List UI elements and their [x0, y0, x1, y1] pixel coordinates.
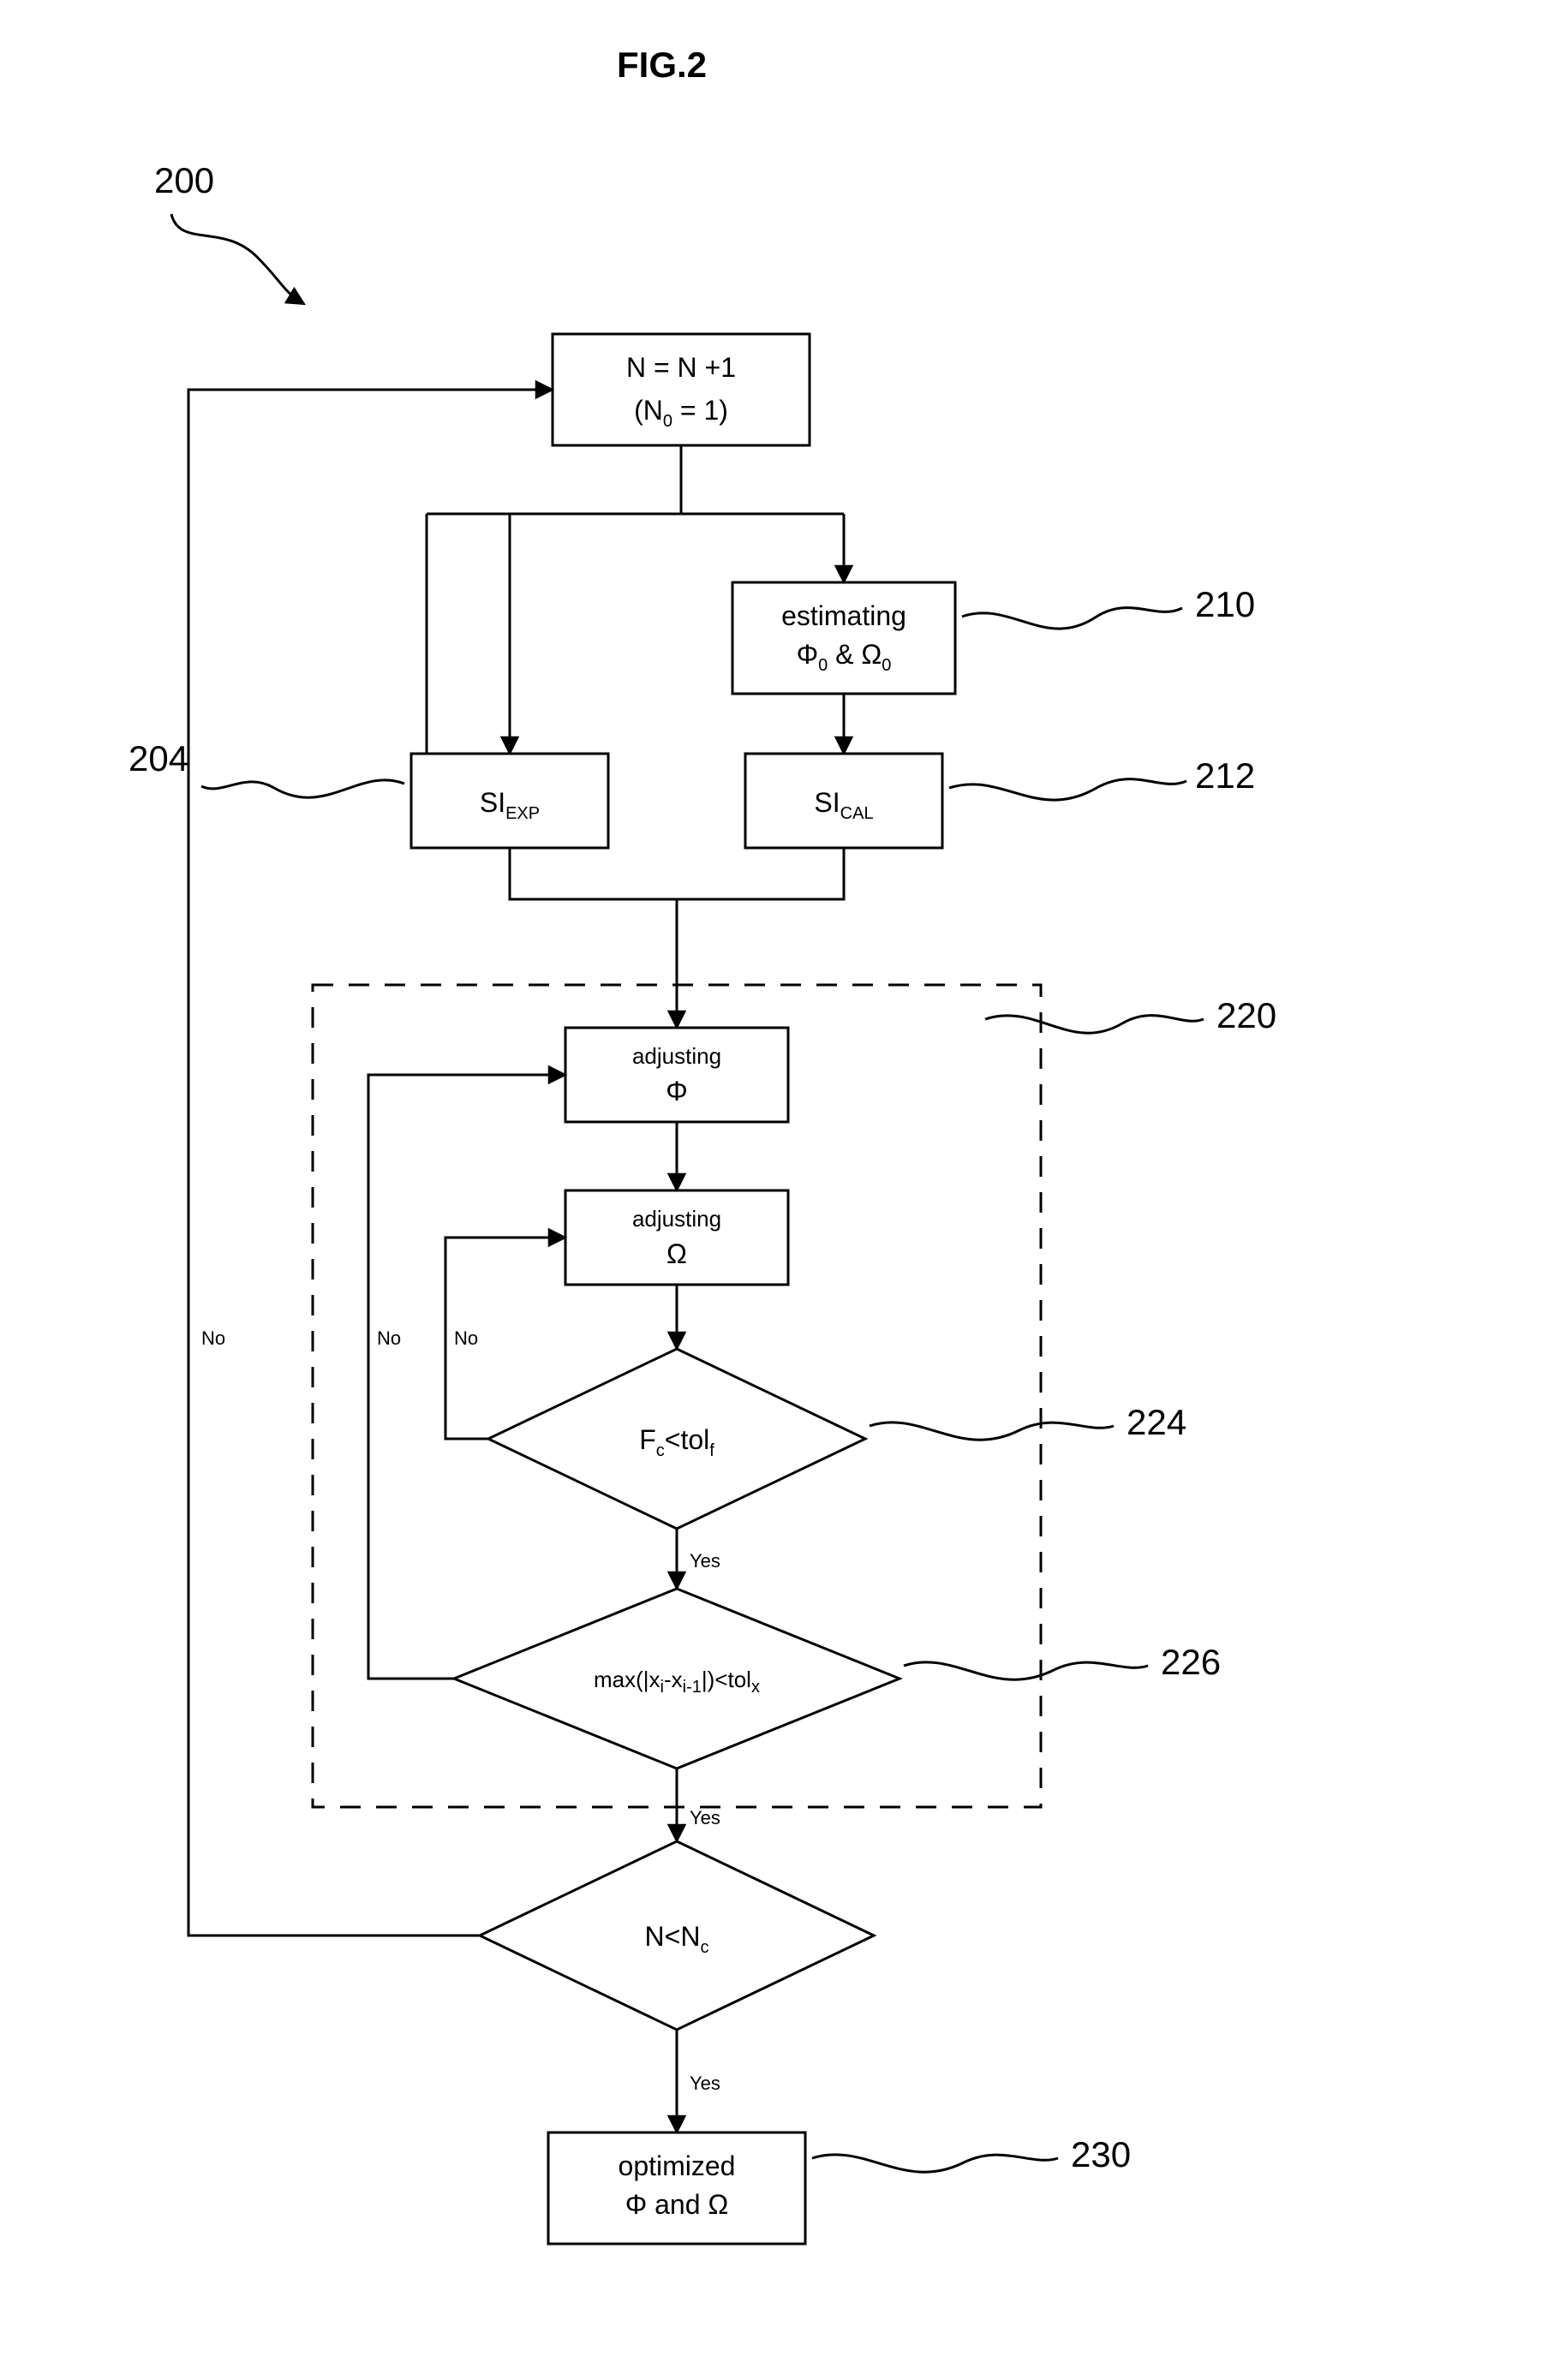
lbl-fc-yes: Yes	[690, 1550, 720, 1572]
svg-text:Φ0 & Ω0: Φ0 & Ω0	[797, 639, 892, 675]
figure-title: FIG.2	[617, 45, 707, 85]
edge-n-no	[188, 390, 553, 1936]
svg-text:estimating: estimating	[781, 600, 906, 631]
ref-224: 224	[1127, 1402, 1186, 1442]
svg-text:N = N +1: N = N +1	[626, 352, 736, 383]
ref-200-arrow	[171, 214, 304, 304]
svg-text:Ω: Ω	[666, 1238, 687, 1269]
lead-226	[904, 1662, 1148, 1679]
lead-204	[201, 780, 404, 797]
lbl-fc-no: No	[454, 1327, 478, 1349]
node-si-cal: SICAL	[745, 754, 942, 848]
edge-si-join	[510, 848, 844, 899]
node-result: optimized Φ and Ω	[548, 2132, 805, 2244]
lead-224	[870, 1423, 1114, 1440]
edge-max-no	[368, 1075, 565, 1679]
ref-204: 204	[129, 738, 188, 778]
lead-210	[962, 608, 1182, 629]
node-dec-n: N<Nc	[480, 1841, 874, 2030]
node-dec-fc: Fc<tolf	[488, 1349, 865, 1529]
lead-212	[949, 779, 1186, 800]
ref-226: 226	[1161, 1642, 1221, 1682]
node-si-exp: SIEXP	[411, 754, 608, 848]
lbl-max-no: No	[377, 1327, 401, 1349]
ref-212: 212	[1195, 755, 1255, 796]
ref-230: 230	[1071, 2134, 1131, 2174]
svg-text:Fc<tolf: Fc<tolf	[639, 1424, 714, 1460]
svg-text:adjusting: adjusting	[632, 1043, 721, 1069]
node-adjust-phi: adjusting Φ	[565, 1028, 788, 1122]
node-init: N = N +1 (N0 = 1)	[553, 334, 810, 445]
ref-220: 220	[1216, 995, 1276, 1035]
svg-text:(N0 = 1): (N0 = 1)	[634, 395, 728, 431]
node-adjust-omega: adjusting Ω	[565, 1190, 788, 1285]
lbl-max-yes: Yes	[690, 1807, 720, 1828]
init-line1: N = N +1	[626, 352, 736, 383]
svg-text:max(|xi-xi-1|)<tolx: max(|xi-xi-1|)<tolx	[594, 1667, 760, 1697]
lead-230	[812, 2155, 1058, 2172]
svg-text:Φ: Φ	[666, 1076, 688, 1106]
node-dec-max: max(|xi-xi-1|)<tolx	[454, 1589, 900, 1769]
lbl-n-yes: Yes	[690, 2073, 720, 2094]
svg-text:N<Nc: N<Nc	[645, 1921, 709, 1957]
ref-210: 210	[1195, 584, 1255, 624]
lbl-n-no: No	[201, 1327, 225, 1349]
svg-text:optimized: optimized	[619, 2150, 736, 2181]
lead-220	[985, 1016, 1204, 1034]
node-estimate: estimating Φ0 & Ω0	[732, 582, 955, 694]
svg-text:Φ and Ω: Φ and Ω	[625, 2189, 729, 2220]
ref-200: 200	[154, 160, 214, 200]
svg-text:adjusting: adjusting	[632, 1206, 721, 1232]
